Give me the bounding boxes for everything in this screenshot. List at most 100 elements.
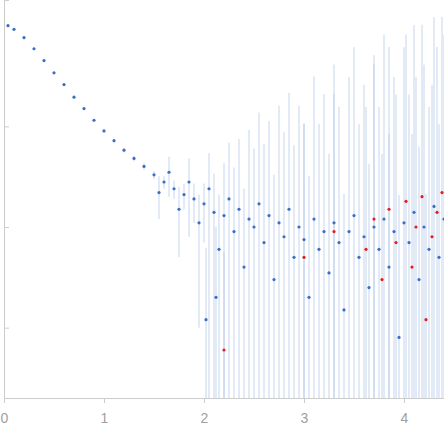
y-axis [4,1,9,399]
marks [6,17,444,398]
point [112,139,115,142]
point [172,187,175,190]
point [187,180,190,183]
point [372,217,375,220]
point [407,241,410,244]
error-bar [329,154,330,398]
point [257,202,260,205]
error-bar [179,187,180,257]
x-tick: 3 [301,398,309,426]
point [142,165,145,168]
point [362,235,365,238]
point [132,157,135,160]
point [442,217,444,220]
error-bar [359,124,360,398]
error-bar [254,149,255,398]
error-bar [309,176,310,398]
error-bar [419,147,420,398]
point [337,241,340,244]
point [420,195,423,198]
error-bar [229,143,230,398]
point [262,241,265,244]
point [162,180,165,183]
point [437,256,440,259]
x-tick: 1 [101,398,109,426]
point [72,96,75,99]
y-axis-line [5,1,10,399]
error-bar [324,94,325,398]
error-bar [432,85,433,398]
point [92,119,95,122]
error-bar [442,17,443,398]
point [327,271,330,274]
y-tick [4,328,9,329]
point [6,24,9,27]
error-bar [194,184,195,223]
point [394,241,397,244]
point [82,107,85,110]
point [42,59,45,62]
point [432,205,435,208]
error-bar [199,195,200,328]
point [252,225,255,228]
error-bar [244,189,245,398]
point [197,221,200,224]
x-tick-label: 0 [1,410,9,426]
point [387,208,390,211]
point [435,211,438,214]
point [212,211,215,214]
point [302,256,305,259]
point [152,173,155,176]
error-bar [394,77,395,398]
y-tick-mark [4,227,9,228]
plot: 01234 [1,1,444,426]
point [404,200,407,203]
point [382,217,385,220]
point [342,308,345,311]
point [422,225,425,228]
point [22,36,25,39]
point [177,208,180,211]
point [392,230,395,233]
point [202,202,205,205]
point [322,230,325,233]
point [372,225,375,228]
error-bar [304,124,305,398]
point [182,193,185,196]
point [122,149,125,152]
error-bar [224,252,225,398]
y-tick-mark [4,328,9,329]
x-tick-mark [204,398,205,403]
point [214,296,217,299]
error-bar [214,174,215,398]
x-tick: 0 [1,398,9,426]
error-bar [369,164,370,398]
point [380,278,383,281]
error-bar [294,145,295,398]
point [167,171,170,174]
x-tick-label: 3 [301,410,309,426]
point [387,265,390,268]
error-bar [396,95,397,398]
point [302,238,305,241]
error-bar [339,107,340,398]
error-bar [406,34,407,398]
point [427,248,430,251]
point [317,248,320,251]
point [397,336,400,339]
x-tick-label: 2 [201,410,209,426]
point [217,248,220,251]
error-bar [314,77,315,398]
point [412,211,415,214]
y-tick [4,227,9,228]
error-bar [429,107,430,398]
points [6,24,444,339]
error-bars [8,17,444,398]
point [364,248,367,251]
error-bar [284,132,285,398]
point [367,286,370,289]
error-bar [374,64,375,398]
y-tick-mark [4,126,9,127]
error-bar [382,154,383,398]
error-bar [279,106,280,398]
